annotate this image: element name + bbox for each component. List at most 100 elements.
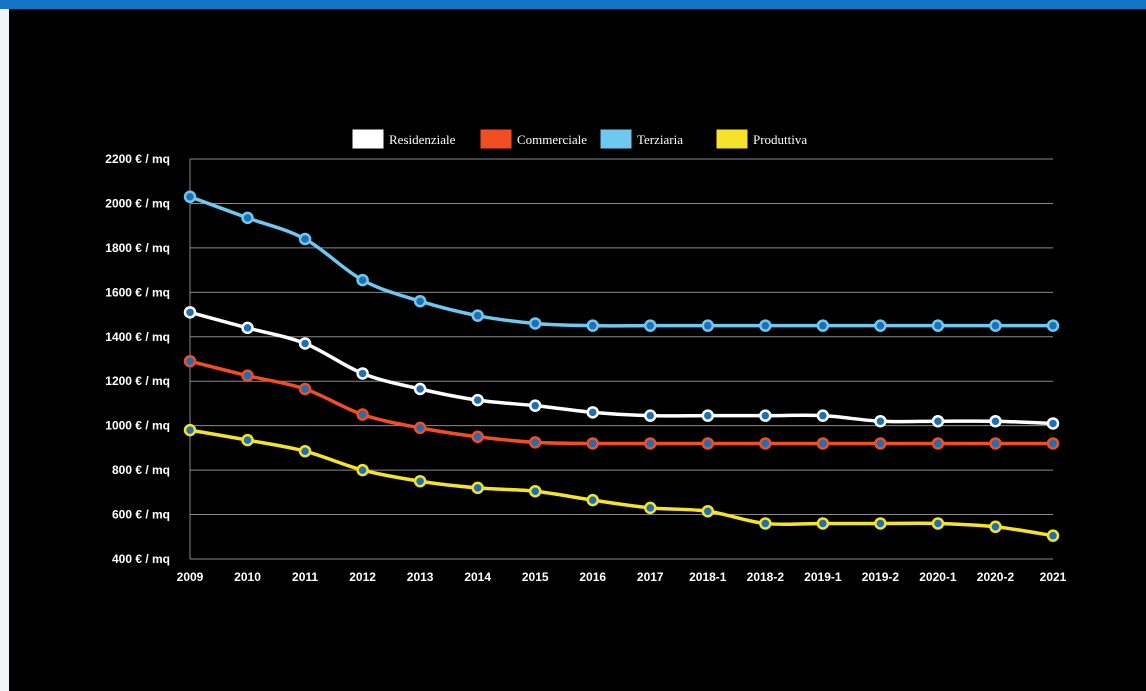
legend-label-terziaria: Terziaria (637, 132, 683, 147)
point-residenziale-2012 (356, 367, 369, 380)
point-commerciale-2021 (1046, 437, 1060, 450)
point-residenziale-2015 (528, 399, 542, 412)
point-residenziale-2018-1 (701, 409, 715, 422)
point-produttiva-2009 (183, 423, 197, 437)
y-tick-label-1800: 1800 € / mq (105, 241, 170, 255)
point-terziaria-2019-1 (816, 319, 830, 332)
point-commerciale-2011 (298, 382, 312, 396)
point-produttiva-2019-1 (816, 517, 830, 530)
point-terziaria-2012 (356, 273, 369, 287)
point-produttiva-2021 (1046, 529, 1060, 542)
point-produttiva-2020-1 (931, 517, 945, 530)
x-tick-label-2010: 2010 (234, 570, 261, 584)
point-commerciale-2020-1 (931, 437, 945, 450)
point-residenziale-2013 (413, 382, 427, 396)
x-tick-label-2019-2: 2019-2 (862, 570, 900, 584)
grid-lines (189, 158, 1053, 560)
series-line-terziaria (189, 195, 1053, 328)
y-tick-label-800: 800 € / mq (112, 463, 170, 477)
y-tick-label-2000: 2000 € / mq (105, 196, 170, 210)
point-terziaria-2010 (241, 211, 254, 225)
point-produttiva-2013 (413, 474, 427, 488)
point-commerciale-2019-2 (874, 437, 887, 450)
point-residenziale-2019-1 (816, 409, 830, 422)
point-commerciale-2014 (471, 430, 484, 444)
point-residenziale-2018-2 (759, 409, 772, 422)
x-tick-label-2021: 2021 (1040, 570, 1067, 584)
point-produttiva-2016 (586, 493, 599, 507)
series-terziaria (183, 190, 1060, 332)
series-commerciale (183, 354, 1060, 450)
point-produttiva-2014 (471, 481, 484, 495)
point-produttiva-2019-2 (874, 517, 887, 530)
series-line-commerciale (189, 359, 1053, 446)
point-commerciale-2019-1 (816, 437, 830, 450)
legend: Residenziale Commerciale Terziaria Produtti… (351, 128, 807, 150)
x-tick-label-2015: 2015 (522, 570, 549, 584)
point-commerciale-2020-2 (989, 437, 1002, 450)
series-lines (183, 190, 1060, 542)
y-axis-ticks: 400 € / mq 600 € / mq 800 € / mq 1000 € / m… (105, 152, 170, 566)
series-line-produttiva (189, 428, 1054, 538)
point-terziaria-2016 (586, 319, 599, 332)
point-produttiva-2015 (528, 484, 542, 498)
point-commerciale-2012 (356, 408, 369, 421)
point-commerciale-2018-1 (701, 437, 715, 450)
legend-swatch-commerciale (479, 128, 513, 150)
point-residenziale-2009 (183, 306, 197, 319)
point-terziaria-2009 (183, 190, 197, 204)
point-commerciale-2010 (241, 369, 254, 382)
x-tick-label-2013: 2013 (407, 570, 434, 584)
x-tick-label-2009: 2009 (177, 570, 204, 584)
point-residenziale-2010 (241, 321, 254, 335)
legend-label-produttiva: Produttiva (753, 132, 807, 147)
x-tick-label-2018-1: 2018-1 (689, 570, 727, 584)
line-chart: 400 € / mq 600 € / mq 800 € / mq 1000 € / m… (105, 128, 1067, 584)
x-tick-label-2020-2: 2020-2 (977, 570, 1015, 584)
series-produttiva (183, 423, 1060, 542)
point-commerciale-2015 (528, 436, 542, 449)
point-commerciale-2017 (644, 437, 657, 450)
y-tick-label-1600: 1600 € / mq (105, 285, 170, 299)
x-tick-label-2019-1: 2019-1 (804, 570, 842, 584)
x-tick-label-2020-1: 2020-1 (919, 570, 957, 584)
point-produttiva-2018-1 (701, 504, 715, 518)
point-terziaria-2020-1 (931, 319, 945, 332)
point-terziaria-2019-2 (874, 319, 887, 332)
point-produttiva-2020-2 (989, 520, 1002, 534)
y-tick-label-600: 600 € / mq (112, 508, 170, 522)
point-terziaria-2013 (413, 294, 427, 308)
x-tick-label-2011: 2011 (292, 570, 318, 584)
point-commerciale-2013 (413, 421, 427, 435)
legend-swatch-residenziale (351, 128, 385, 150)
x-tick-label-2014: 2014 (464, 570, 491, 584)
series-line-residenziale (189, 310, 1054, 426)
point-residenziale-2020-1 (931, 414, 945, 428)
point-residenziale-2019-2 (874, 414, 887, 428)
point-terziaria-2017 (644, 319, 657, 332)
top-accent-bar (0, 0, 1146, 9)
point-residenziale-2021 (1046, 417, 1060, 430)
point-produttiva-2018-2 (759, 517, 772, 530)
y-tick-label-2200: 2200 € / mq (105, 152, 170, 166)
x-tick-label-2017: 2017 (637, 570, 664, 584)
point-residenziale-2017 (644, 409, 657, 422)
legend-label-commerciale: Commerciale (517, 132, 587, 147)
legend-swatch-terziaria (599, 128, 633, 150)
chart-area: 400 € / mq 600 € / mq 800 € / mq 1000 € / m… (103, 104, 1071, 604)
point-terziaria-2021 (1046, 319, 1060, 332)
x-axis-ticks: 2009 2010 2011 2012 2013 2014 2015 2016 2017 2018… (177, 570, 1067, 584)
point-terziaria-2018-2 (759, 319, 772, 332)
y-tick-label-1400: 1400 € / mq (105, 330, 170, 344)
point-terziaria-2018-1 (701, 319, 715, 332)
point-produttiva-2017 (644, 501, 657, 515)
point-residenziale-2020-2 (989, 414, 1002, 428)
point-residenziale-2014 (471, 393, 484, 407)
y-tick-label-1000: 1000 € / mq (105, 419, 170, 433)
y-tick-label-1200: 1200 € / mq (105, 374, 170, 388)
x-tick-label-2012: 2012 (349, 570, 376, 584)
point-residenziale-2016 (586, 406, 599, 419)
y-tick-label-400: 400 € / mq (112, 552, 170, 566)
legend-swatch-produttiva (715, 128, 749, 150)
point-terziaria-2020-2 (989, 319, 1002, 332)
